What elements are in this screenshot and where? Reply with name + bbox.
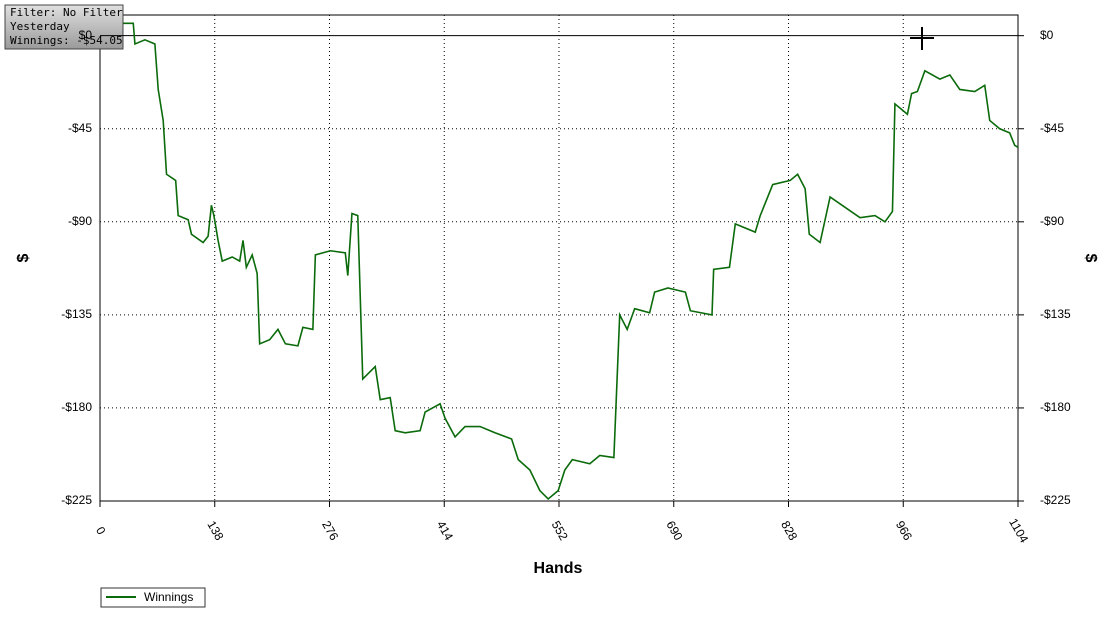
y-axis-label: $ [15,253,32,262]
crosshair [910,27,934,50]
y-tick-label: -$90 [68,214,92,228]
legend-label: Winnings [144,590,193,604]
x-axis-label: Hands [534,560,583,577]
y-tick-label-right: -$45 [1040,121,1064,135]
x-tick-label: 276 [319,518,341,543]
y-tick-label: -$225 [61,493,92,507]
y-tick-label: -$45 [68,121,92,135]
x-tick-label: 552 [549,518,571,543]
x-tick-label: 966 [893,518,915,543]
y-tick-label-right: -$225 [1040,493,1071,507]
y-tick-label-right: -$90 [1040,214,1064,228]
info-line: Winnings: -$54.05 [10,34,123,47]
y-tick-label: -$135 [61,307,92,321]
x-tick-label: 690 [663,518,685,543]
x-tick-label: 828 [778,518,800,543]
x-tick-label: 0 [93,524,109,537]
x-tick-label: 138 [204,518,226,543]
y-tick-label-right: -$135 [1040,307,1071,321]
info-line: Filter: No Filter [10,6,123,19]
y-tick-label-right: $0 [1040,28,1054,42]
legend: Winnings [100,587,206,608]
y-tick-label: -$180 [61,400,92,414]
x-tick-label: 414 [434,518,456,543]
info-box: Filter: No Filter Yesterday Winnings: -$… [4,4,124,50]
y-axis-label-right: $ [1082,254,1099,263]
info-line: Yesterday [10,20,70,33]
line [123,22,1019,501]
y-tick-label-right: -$180 [1040,400,1071,414]
x-tick-label: 1104 [1006,516,1031,546]
y-tick-label: $0 [79,28,93,42]
